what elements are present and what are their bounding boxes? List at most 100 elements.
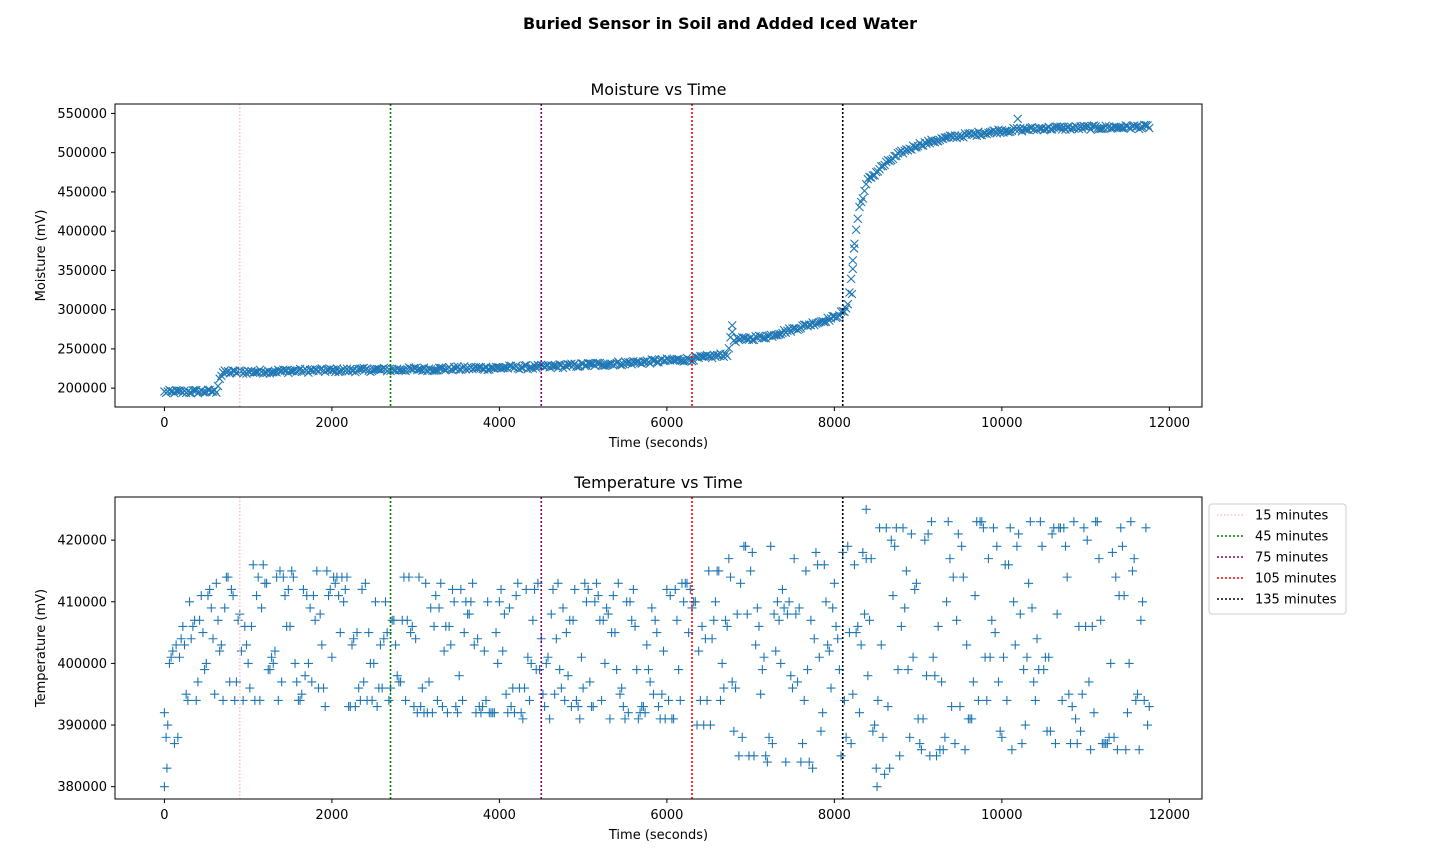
data-point <box>1005 523 1015 533</box>
data-point <box>446 640 456 650</box>
x-tick-label: 6000 <box>650 416 683 431</box>
data-point <box>848 689 858 699</box>
data-point <box>208 634 218 644</box>
axes-frame <box>114 103 1203 408</box>
data-point <box>761 751 771 761</box>
data-point <box>352 628 362 638</box>
data-point <box>796 757 806 767</box>
data-point <box>193 677 203 687</box>
data-point <box>766 541 776 551</box>
data-point <box>213 615 223 625</box>
data-point <box>181 689 191 699</box>
data-point <box>372 702 382 712</box>
data-point <box>414 572 424 582</box>
data-point <box>697 352 707 361</box>
data-point <box>727 677 737 687</box>
data-point <box>1107 547 1117 557</box>
x-tick-label: 12000 <box>1149 416 1190 431</box>
data-point <box>921 671 931 681</box>
data-point <box>916 745 926 755</box>
data-point <box>432 695 442 705</box>
data-point <box>525 695 535 705</box>
data-point <box>839 695 849 705</box>
data-point <box>955 702 965 712</box>
data-point <box>1024 578 1034 588</box>
data-point <box>548 584 558 594</box>
legend: 15 minutes 45 minutes 75 minutes 105 minute… <box>1208 503 1347 615</box>
data-point <box>602 360 611 370</box>
data-point <box>523 652 533 662</box>
data-point <box>307 677 317 687</box>
data-point <box>558 603 568 613</box>
data-point <box>335 628 345 638</box>
data-point <box>427 708 437 718</box>
data-point <box>513 578 523 588</box>
data-point <box>468 578 478 588</box>
data-point <box>851 628 861 638</box>
data-point <box>416 702 426 712</box>
data-point <box>411 634 421 644</box>
data-point <box>849 244 859 253</box>
data-point <box>881 523 891 533</box>
data-point <box>905 732 915 742</box>
data-point <box>434 363 444 373</box>
data-point <box>247 621 257 631</box>
data-point <box>719 683 729 693</box>
x-tick-label: 4000 <box>483 416 516 431</box>
data-point <box>940 133 950 142</box>
data-point <box>277 677 287 687</box>
data-point <box>789 554 799 564</box>
data-point <box>888 591 898 601</box>
data-point <box>500 363 509 373</box>
data-point <box>824 646 834 656</box>
data-point <box>568 615 578 625</box>
data-point <box>1045 726 1055 736</box>
data-point <box>901 566 911 576</box>
data-point <box>710 597 720 607</box>
y-tick-label: 400000 <box>57 657 107 672</box>
data-point <box>1116 523 1126 533</box>
data-point <box>848 264 858 274</box>
data-point <box>883 702 893 712</box>
data-point <box>597 695 607 705</box>
data-point <box>808 763 818 773</box>
data-point <box>437 702 447 712</box>
data-point <box>1019 665 1029 675</box>
data-point <box>791 609 801 619</box>
data-point <box>275 566 285 576</box>
data-point <box>278 572 288 582</box>
data-point <box>431 591 441 601</box>
data-point <box>213 381 223 391</box>
data-point <box>399 365 409 375</box>
data-point <box>538 689 548 699</box>
data-point <box>354 683 364 693</box>
data-point <box>632 357 642 367</box>
data-point <box>717 658 727 668</box>
data-point <box>442 708 452 718</box>
data-point <box>228 591 238 601</box>
data-point <box>772 597 782 607</box>
data-point <box>1064 122 1074 132</box>
data-point <box>605 714 615 724</box>
data-point <box>814 652 824 662</box>
data-point <box>1126 517 1136 527</box>
data-point <box>218 695 228 705</box>
data-point <box>1124 658 1134 668</box>
data-point <box>779 603 789 613</box>
data-point <box>215 646 225 656</box>
data-point <box>580 578 590 588</box>
data-point <box>757 665 767 675</box>
data-point <box>1009 597 1019 607</box>
data-point <box>823 313 833 323</box>
data-point <box>255 695 265 705</box>
data-point <box>675 695 685 705</box>
data-point <box>872 782 882 792</box>
data-point <box>1079 523 1089 533</box>
data-point <box>762 757 772 767</box>
data-point <box>243 658 253 668</box>
data-point <box>164 658 174 668</box>
data-point <box>767 739 777 749</box>
data-point <box>669 714 679 724</box>
data-point <box>798 739 808 749</box>
data-point <box>283 584 293 594</box>
